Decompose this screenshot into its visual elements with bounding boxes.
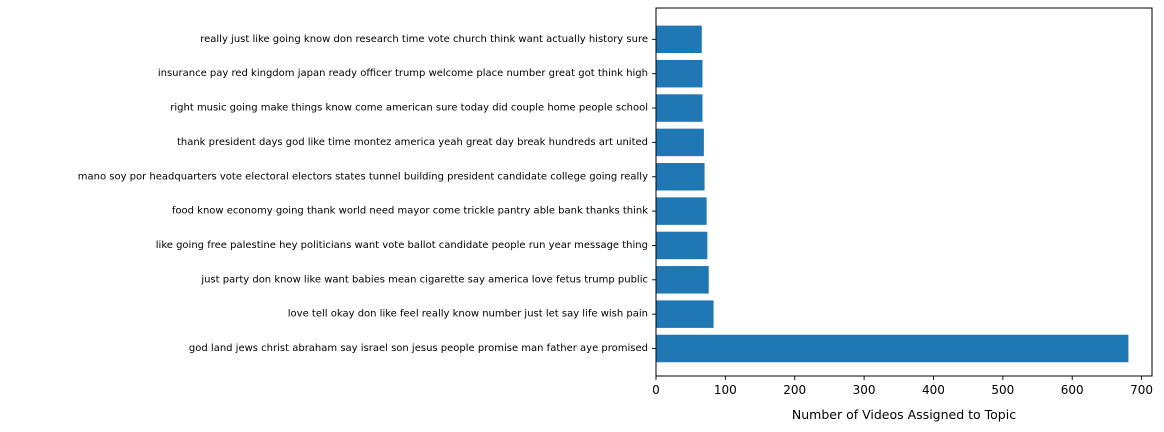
plot-frame	[655, 7, 1153, 377]
x-tick-label: 0	[652, 383, 660, 397]
x-tick-label: 500	[991, 383, 1014, 397]
category-label: mano soy por headquarters vote electoral…	[78, 171, 648, 182]
y-tick-marks	[652, 38, 656, 349]
bar	[656, 334, 1129, 363]
bar	[656, 59, 703, 88]
bar	[656, 300, 714, 328]
bar	[656, 163, 705, 191]
bar	[656, 266, 709, 294]
x-tick-label: 300	[853, 383, 876, 397]
category-label: insurance pay red kingdom japan ready of…	[158, 68, 648, 79]
bar	[656, 128, 704, 157]
category-label: like going free palestine hey politician…	[156, 240, 648, 251]
x-tick-label: 400	[922, 383, 945, 397]
bar	[656, 94, 703, 122]
x-tick-label: 700	[1130, 383, 1153, 397]
category-label: right music going make things know come …	[170, 103, 648, 114]
category-label: love tell okay don like feel really know…	[288, 309, 648, 320]
x-axis-label: Number of Videos Assigned to Topic	[792, 407, 1016, 422]
bar	[656, 25, 702, 54]
x-tick-label: 200	[783, 383, 806, 397]
category-label: just party don know like want babies mea…	[200, 274, 648, 285]
bar	[656, 197, 707, 225]
category-label: thank president days god like time monte…	[177, 137, 648, 148]
x-tick-label: 100	[714, 383, 737, 397]
category-labels: god land jews christ abraham say israel …	[78, 34, 648, 354]
bars-group	[656, 25, 1129, 363]
bar	[656, 231, 708, 260]
category-label: god land jews christ abraham say israel …	[189, 343, 648, 354]
x-axis-ticks: 0 100 200 300 400 500 600 700	[652, 376, 1153, 397]
category-label: really just like going know don research…	[200, 34, 648, 45]
x-tick-label: 600	[1061, 383, 1084, 397]
category-label: food know economy going thank world need…	[172, 206, 648, 217]
